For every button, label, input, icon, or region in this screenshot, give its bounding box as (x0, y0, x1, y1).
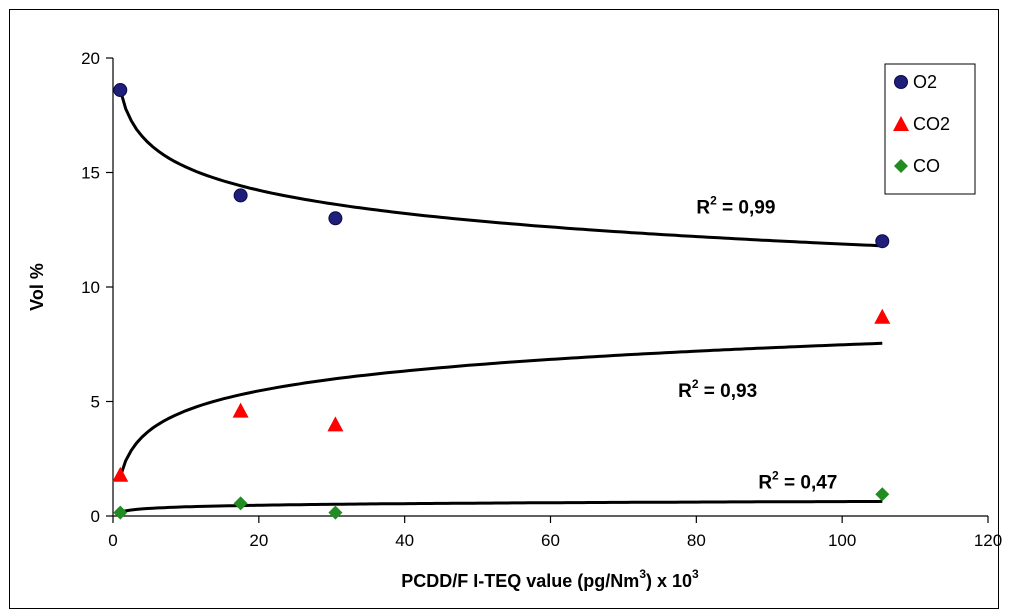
x-tick-label: 80 (687, 531, 706, 550)
r2-label-o2: R2 = 0,99 (696, 194, 775, 219)
r2-value: = 0,47 (779, 473, 838, 494)
x-tick-label: 120 (974, 531, 1002, 550)
legend-marker-o2 (894, 75, 908, 89)
data-point-co2 (232, 402, 249, 418)
trendline-co2 (118, 341, 883, 478)
y-tick-label: 0 (91, 507, 100, 526)
x-axis-title-mid: ) x 10 (646, 571, 692, 591)
legend: O2 CO2 CO (884, 63, 976, 195)
y-axis-title: Vol % (27, 263, 47, 311)
r2-prefix: R (696, 198, 710, 219)
data-point-o2 (113, 83, 128, 98)
y-tick-label: 15 (81, 164, 100, 183)
x-tick-label: 0 (108, 531, 117, 550)
data-point-co2 (327, 416, 344, 432)
data-point-o2 (328, 211, 343, 226)
trendline-co (119, 499, 883, 514)
r2-sup: 2 (710, 194, 717, 208)
r2-value: = 0,93 (699, 381, 758, 402)
legend-label-o2: O2 (913, 72, 937, 92)
y-tick-label: 5 (91, 393, 100, 412)
data-point-co (328, 505, 343, 520)
r2-label-co: R2 = 0,47 (758, 469, 837, 494)
data-point-o2 (233, 188, 248, 203)
x-tick-label: 20 (249, 531, 268, 550)
r2-prefix: R (758, 473, 772, 494)
legend-label-co2: CO2 (913, 114, 950, 134)
x-axis-title-sup: 3 (692, 567, 699, 581)
data-point-co (113, 505, 128, 520)
x-tick-label: 40 (395, 531, 414, 550)
legend-marker-co (894, 159, 908, 173)
legend-item-co: CO (894, 156, 940, 176)
data-point-co2 (874, 308, 891, 324)
y-tick-label: 10 (81, 278, 100, 297)
y-tick-label: 20 (81, 49, 100, 68)
legend-label-co: CO (913, 156, 940, 176)
x-tick-label: 60 (541, 531, 560, 550)
x-tick-label: 100 (828, 531, 856, 550)
r2-value: = 0,99 (717, 198, 776, 219)
r2-sup: 2 (772, 469, 779, 483)
legend-item-o2: O2 (894, 72, 937, 92)
data-point-co2 (112, 466, 129, 482)
x-axis-title-main: PCDD/F I-TEQ value (pg/Nm (401, 571, 639, 591)
data-point-co (875, 487, 890, 502)
r2-prefix: R (678, 381, 692, 402)
x-axis-title-sup: 3 (639, 567, 646, 581)
data-point-o2 (875, 234, 890, 249)
x-axis-title: PCDD/F I-TEQ value (pg/Nm3) x 103 (401, 567, 699, 591)
chart-frame (9, 9, 999, 609)
r2-label-co2: R2 = 0,93 (678, 377, 757, 402)
legend-item-co2: CO2 (893, 114, 950, 134)
trendline-o2 (118, 89, 883, 248)
r2-sup: 2 (692, 377, 699, 391)
data-point-co (233, 496, 248, 511)
legend-marker-co2 (893, 116, 909, 131)
